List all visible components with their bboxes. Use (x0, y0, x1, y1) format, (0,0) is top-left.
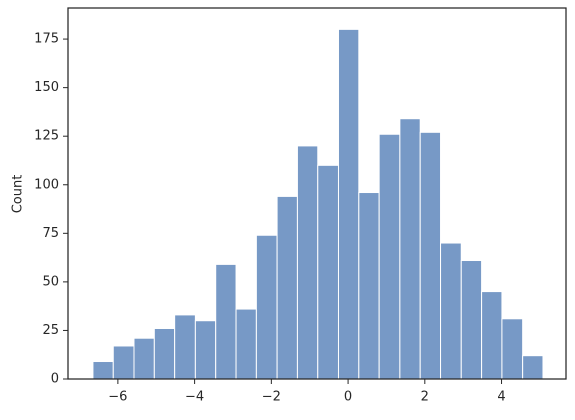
x-tick-label: −4 (185, 390, 204, 405)
bar (276, 195, 298, 380)
bar (501, 318, 524, 380)
y-tick-label: 125 (34, 129, 59, 144)
y-tick-label: 100 (34, 177, 59, 192)
y-tick-label: 175 (34, 32, 59, 47)
y-tick-label: 150 (34, 80, 59, 95)
bar (440, 242, 462, 380)
x-tick-label: 4 (497, 390, 505, 405)
bar (255, 234, 278, 380)
y-tick-label: 75 (42, 226, 59, 241)
bar (460, 260, 483, 380)
bar (378, 133, 401, 380)
bar (522, 355, 544, 380)
bar (481, 291, 503, 380)
axes-frame (67, 7, 567, 380)
bar (174, 314, 196, 380)
bar (358, 192, 380, 380)
bar (337, 28, 360, 380)
x-tick-label: −2 (262, 390, 281, 405)
bar (92, 361, 114, 380)
y-tick-label: 25 (42, 323, 59, 338)
x-tick-label: −6 (108, 390, 127, 405)
bar (235, 308, 257, 380)
x-tick-label: 2 (421, 390, 429, 405)
y-axis-label: Count (11, 175, 26, 214)
bar (419, 131, 442, 380)
bar (112, 345, 135, 380)
bar (215, 263, 237, 380)
y-tick-label: 0 (51, 372, 59, 387)
bar (153, 327, 176, 380)
x-tick-label: 0 (344, 390, 352, 405)
y-tick-label: 50 (42, 274, 59, 289)
bar (317, 164, 339, 380)
bar (133, 337, 155, 380)
bar (194, 320, 217, 380)
bar (399, 118, 421, 380)
bar (296, 145, 319, 380)
